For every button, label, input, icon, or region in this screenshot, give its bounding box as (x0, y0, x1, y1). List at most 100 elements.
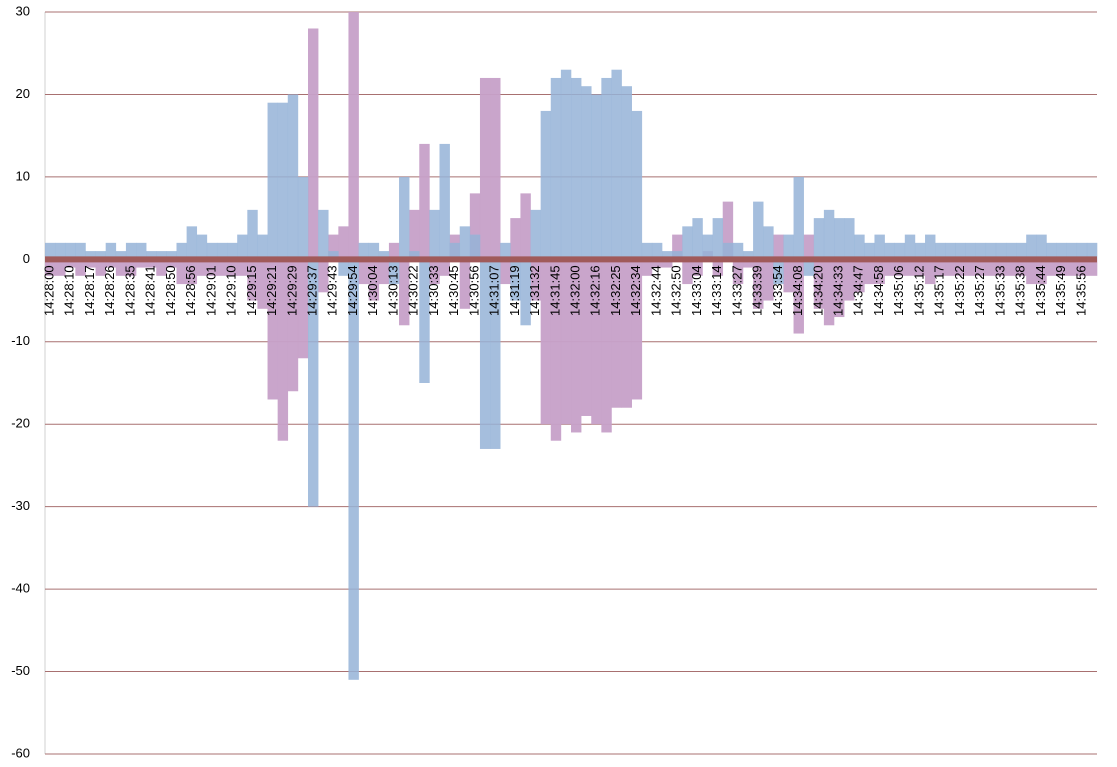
bar (176, 259, 187, 285)
bar (935, 242, 946, 260)
bar (409, 251, 420, 260)
bar (854, 234, 865, 260)
x-tick-label: 14:29:01 (203, 265, 218, 316)
bar (925, 259, 936, 285)
x-tick-label: 14:35:27 (972, 265, 987, 316)
bar (834, 259, 845, 318)
bar (45, 242, 56, 260)
x-tick-label: 14:30:45 (446, 265, 461, 316)
bar (520, 193, 531, 260)
bar (793, 176, 804, 260)
bar (156, 251, 167, 260)
bar (308, 28, 319, 260)
x-tick-label: 14:31:32 (527, 265, 542, 316)
bar (55, 242, 66, 260)
x-tick-label: 14:34:58 (871, 265, 886, 316)
bar (267, 259, 278, 400)
bar (662, 259, 673, 268)
bar (925, 234, 936, 260)
bar (742, 251, 754, 260)
y-tick-label: -40 (11, 581, 30, 596)
x-tick-label: 14:33:04 (689, 265, 704, 316)
bar (631, 110, 643, 260)
bar (540, 110, 552, 260)
x-tick-label: 14:29:54 (345, 265, 360, 316)
bar (1036, 259, 1047, 285)
bar (166, 251, 177, 260)
bar (773, 259, 784, 285)
bar (1026, 259, 1037, 285)
bar (287, 94, 299, 260)
bar (1056, 242, 1067, 260)
bar (1076, 259, 1088, 276)
bar (510, 218, 521, 260)
bar (611, 259, 622, 408)
bar (297, 259, 309, 359)
bar (459, 226, 471, 260)
bar (399, 176, 410, 260)
y-tick-label: 0 (23, 251, 30, 266)
bar (1046, 259, 1057, 276)
bar (753, 201, 764, 260)
x-tick-label: 14:30:56 (466, 265, 481, 316)
bar (864, 242, 875, 260)
bar (520, 259, 531, 326)
x-tick-label: 14:30:33 (426, 265, 441, 316)
bar (651, 259, 663, 268)
bar (834, 218, 845, 260)
x-tick-label: 14:35:33 (992, 265, 1007, 316)
x-tick-label: 14:31:45 (547, 265, 562, 316)
bar (550, 259, 562, 441)
bar (581, 86, 592, 260)
bar (530, 209, 541, 260)
bar (490, 77, 501, 260)
bar (823, 259, 835, 326)
x-tick-label: 14:30:22 (406, 265, 421, 316)
y-tick-label: 10 (16, 168, 30, 183)
bar (277, 259, 289, 441)
bar (854, 259, 865, 293)
bar (753, 259, 764, 309)
bar (571, 259, 582, 433)
bar (773, 234, 784, 260)
x-tick-label: 14:28:26 (102, 265, 117, 316)
bar (702, 234, 713, 260)
bar (237, 234, 248, 260)
bar (1005, 242, 1017, 260)
x-tick-label: 14:35:17 (932, 265, 947, 316)
bar (722, 242, 734, 260)
x-tick-label: 14:35:56 (1073, 265, 1088, 316)
bar (227, 259, 238, 276)
bar (247, 259, 258, 301)
bar (1036, 234, 1047, 260)
x-tick-label: 14:29:37 (304, 265, 319, 316)
x-tick-label: 14:33:27 (729, 265, 744, 316)
bar (935, 259, 946, 276)
bar (348, 259, 359, 680)
x-tick-label: 14:32:44 (648, 265, 663, 316)
x-tick-label: 14:35:06 (891, 265, 906, 316)
bar (672, 234, 683, 260)
x-tick-label: 14:31:07 (487, 265, 502, 316)
bar (308, 259, 319, 507)
x-tick-label: 14:28:17 (82, 265, 97, 316)
bar (287, 259, 299, 392)
bar (1076, 242, 1088, 260)
bar (945, 242, 956, 260)
bar (550, 77, 562, 260)
bar (1016, 259, 1027, 276)
bar (712, 218, 724, 260)
x-tick-label: 14:32:25 (608, 265, 623, 316)
bar (105, 242, 117, 260)
bar (722, 201, 734, 260)
bar (985, 259, 997, 276)
bar (206, 242, 218, 260)
bar (146, 259, 157, 268)
bar (530, 259, 541, 301)
bar (995, 242, 1007, 260)
bar (955, 242, 966, 260)
bar (1066, 242, 1078, 260)
bar (682, 259, 693, 285)
x-tick-label: 14:28:56 (183, 265, 198, 316)
